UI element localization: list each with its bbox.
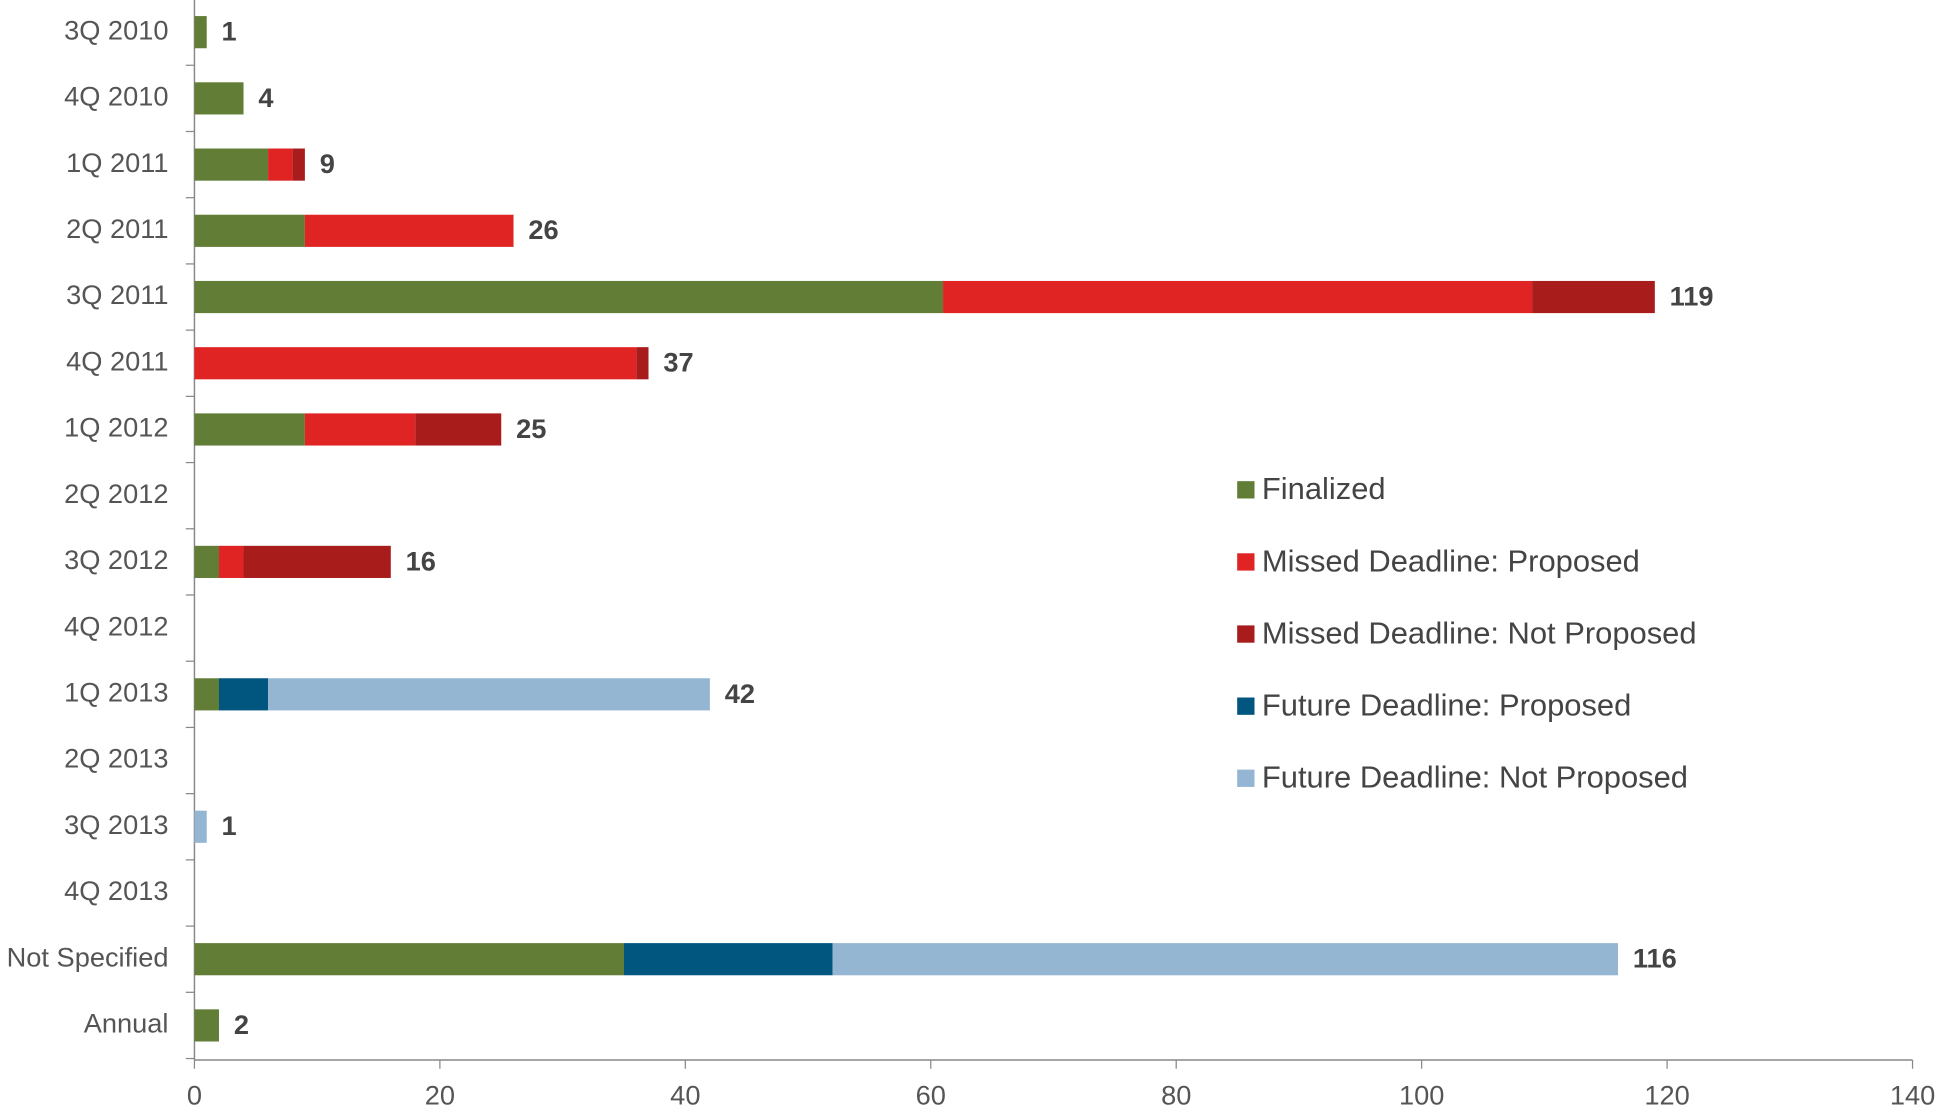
total-label: 2 [234,1009,249,1040]
bar-segment [218,545,244,578]
legend-label: Future Deadline: Proposed [1262,688,1631,723]
bar-segment [194,413,305,446]
y-tick-label: 4Q 2010 [64,81,168,112]
x-tick-label: 100 [1399,1079,1444,1110]
bar-segment [304,214,514,247]
bar-segment [292,148,305,181]
bar-segment [943,280,1533,314]
bar-segment [194,82,244,115]
bar-segment [268,148,293,181]
total-label: 26 [528,214,558,245]
x-tick-label: 0 [187,1079,202,1110]
bar-segment [1532,280,1655,314]
bar-segment [194,545,219,578]
total-label: 16 [406,545,436,576]
legend-label: Missed Deadline: Not Proposed [1262,615,1697,650]
y-tick-label: 3Q 2010 [64,14,168,45]
legend-label: Future Deadline: Not Proposed [1262,760,1688,795]
bar-segment [194,16,207,49]
y-tick-label: 3Q 2013 [64,809,168,840]
y-tick-label: 4Q 2013 [64,875,168,906]
total-label: 25 [516,413,546,444]
bar-segment [218,678,269,711]
bar-segment [415,413,502,446]
legend-swatch [1237,769,1255,787]
bar-segment [194,347,637,380]
total-label: 4 [258,82,273,113]
bar-segment [194,280,944,314]
total-label: 37 [663,347,693,378]
legend-swatch [1237,697,1255,715]
bar-segment [243,545,391,578]
y-tick-label: 1Q 2012 [64,412,168,443]
legend-swatch [1237,625,1255,643]
total-label: 119 [1670,280,1714,311]
total-label: 1 [222,16,237,47]
legend-label: Missed Deadline: Proposed [1262,543,1640,578]
y-tick-label: 4Q 2012 [64,610,168,641]
bar-segment [194,214,305,247]
x-tick-label: 140 [1890,1079,1935,1110]
y-tick-label: 2Q 2012 [64,478,168,509]
bar-segment [636,347,649,380]
bar-segment [194,943,624,976]
total-label: 42 [725,678,755,709]
legend-swatch [1237,553,1255,571]
total-label: 9 [320,148,335,179]
bar-segment [268,678,710,711]
y-tick-label: 3Q 2011 [66,279,168,310]
x-tick-label: 80 [1161,1079,1191,1110]
y-tick-label: 4Q 2011 [66,345,168,376]
y-tick-label: 1Q 2011 [66,147,168,178]
legend-label: Finalized [1262,471,1386,506]
bar-segment [832,943,1619,976]
x-tick-label: 20 [425,1079,455,1110]
y-tick-label: Not Specified [7,941,169,972]
legend-swatch [1237,481,1255,499]
bar-segment [304,413,416,446]
y-tick-label: 1Q 2013 [64,677,168,708]
y-tick-label: 2Q 2013 [64,743,168,774]
bar-segment [194,678,219,711]
bar-segment [194,148,269,181]
bar-segment [623,943,833,976]
total-label: 1 [222,810,237,841]
y-tick-label: 2Q 2011 [66,213,168,244]
x-tick-label: 40 [670,1079,700,1110]
total-label: 116 [1633,943,1677,974]
bar-segment [194,810,207,843]
bar-segment [194,1009,219,1042]
y-tick-label: 3Q 2012 [64,544,168,575]
x-tick-label: 60 [916,1079,946,1110]
y-tick-label: Annual [84,1008,169,1039]
x-tick-label: 120 [1644,1079,1689,1110]
